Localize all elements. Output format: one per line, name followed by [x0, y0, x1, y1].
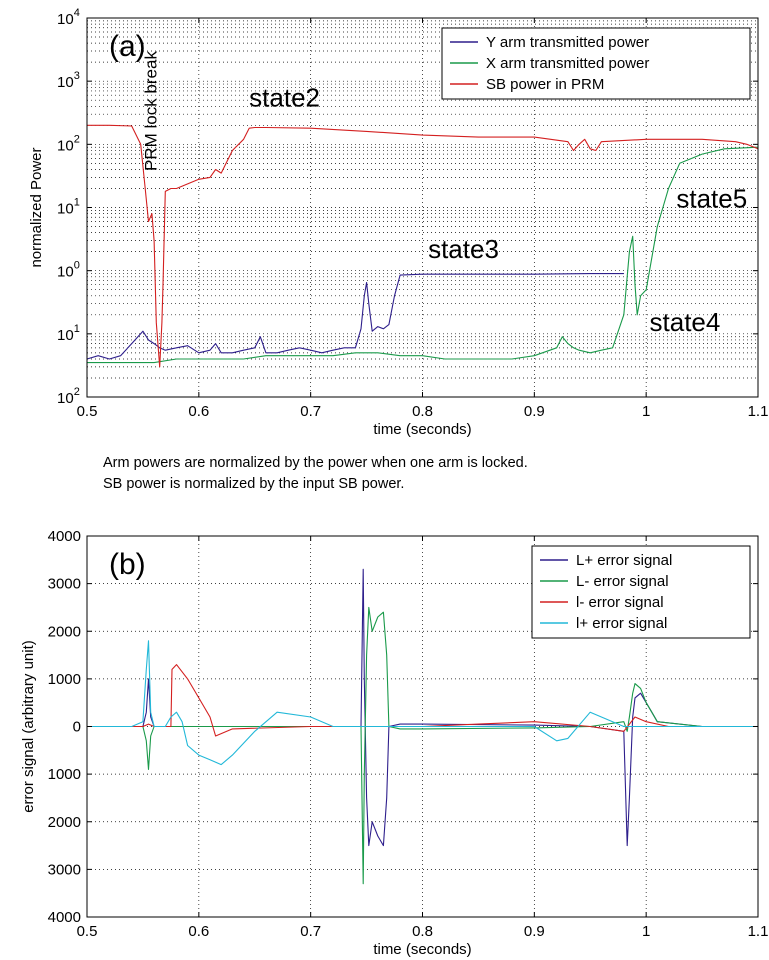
- chart-1-legend-label: l+ error signal: [576, 615, 667, 632]
- chart-1-y-tick-label: 3000: [48, 861, 81, 878]
- chart-0-y-tick-exponent: 1: [74, 197, 80, 209]
- chart-1-legend: L+ error signal L- error signal l- error s…: [531, 545, 751, 639]
- chart-1-y-tick-label: 1000: [48, 766, 81, 783]
- chart-0-y-axis-label: normalized Power: [28, 147, 45, 267]
- chart-1-x-tick-label: 0.6: [188, 923, 209, 940]
- chart-1-y-tick-label: 2000: [48, 814, 81, 831]
- chart-1-panel-label: (b): [109, 548, 146, 581]
- chart-0-annotation: state2: [249, 82, 320, 112]
- chart-0-y-tick-exponent: 0: [74, 260, 80, 272]
- chart-0-y-tick-exponent: 3: [74, 70, 80, 82]
- chart-a-normalized-power: 0.5 0.6 0.7 0.8 0.9 1 1.1102101100101102103104…: [28, 7, 769, 438]
- chart-0-x-tick-label: 0.5: [77, 403, 98, 420]
- chart-1-legend-label: l- error signal: [576, 594, 664, 611]
- chart-0-series-line-1: [87, 146, 759, 364]
- chart-0-y-tick-exponent: 1: [74, 323, 80, 335]
- chart-0-legend: Y arm transmitted power X arm transmitted…: [441, 27, 751, 100]
- chart-0-panel-label: (a): [109, 30, 146, 63]
- chart-0-x-tick-label: 0.6: [188, 403, 209, 420]
- chart-0-x-tick-label: 0.9: [524, 403, 545, 420]
- chart-1-y-tick-label: 1000: [48, 671, 81, 688]
- chart-1-series-line-3: [87, 640, 758, 766]
- chart-1-y-tick-label: 2000: [48, 623, 81, 640]
- chart-1-y-tick-label: 3000: [48, 576, 81, 593]
- chart-0-annotation: state3: [428, 234, 499, 264]
- chart-1-y-tick-label: 4000: [48, 528, 81, 545]
- chart-0-series-line-2: [87, 124, 759, 368]
- chart-0-series-line-0: [86, 273, 624, 360]
- chart-1-y-tick-label: 0: [73, 719, 81, 736]
- chart-0-x-tick-label: 0.7: [300, 403, 321, 420]
- chart-1-x-tick-label: 1: [642, 923, 650, 940]
- chart-1-x-tick-label: 0.5: [77, 923, 98, 940]
- chart-0-annotation: state4: [650, 307, 721, 337]
- chart-0-x-axis-label: time (seconds): [373, 421, 471, 438]
- caption-line-1: Arm powers are normalized by the power w…: [103, 455, 528, 471]
- chart-0-legend-label: X arm transmitted power: [486, 55, 649, 72]
- chart-0-x-tick-label: 1.1: [748, 403, 769, 420]
- chart-1-x-tick-label: 0.8: [412, 923, 433, 940]
- chart-1-series-line-2: [87, 664, 758, 737]
- chart-0-y-tick-exponent: 4: [74, 7, 80, 19]
- caption-line-2: SB power is normalized by the input SB p…: [103, 476, 405, 492]
- chart-1-x-tick-label: 0.7: [300, 923, 321, 940]
- chart-0-x-tick-label: 0.8: [412, 403, 433, 420]
- chart-0-y-tick-exponent: 2: [74, 133, 80, 145]
- chart-0-y-tick-exponent: 2: [74, 386, 80, 398]
- chart-1-legend-box: [531, 545, 751, 639]
- chart-1-x-axis-label: time (seconds): [373, 941, 471, 958]
- chart-0-legend-label: Y arm transmitted power: [486, 34, 649, 51]
- chart-0-annotation: state5: [676, 184, 747, 214]
- chart-1-x-tick-label: 1.1: [748, 923, 769, 940]
- chart-1-legend-label: L+ error signal: [576, 552, 672, 569]
- chart-0-annotation: PRM lock break: [141, 51, 160, 171]
- chart-0-legend-label: SB power in PRM: [486, 76, 604, 93]
- chart-0-x-tick-label: 1: [642, 403, 650, 420]
- chart-1-y-tick-label: 4000: [48, 909, 81, 926]
- chart-1-x-tick-label: 0.9: [524, 923, 545, 940]
- chart-1-legend-label: L- error signal: [576, 573, 669, 590]
- chart-1-y-axis-label: error signal (arbitrary unit): [20, 640, 37, 813]
- chart-0-legend-box: [441, 27, 751, 100]
